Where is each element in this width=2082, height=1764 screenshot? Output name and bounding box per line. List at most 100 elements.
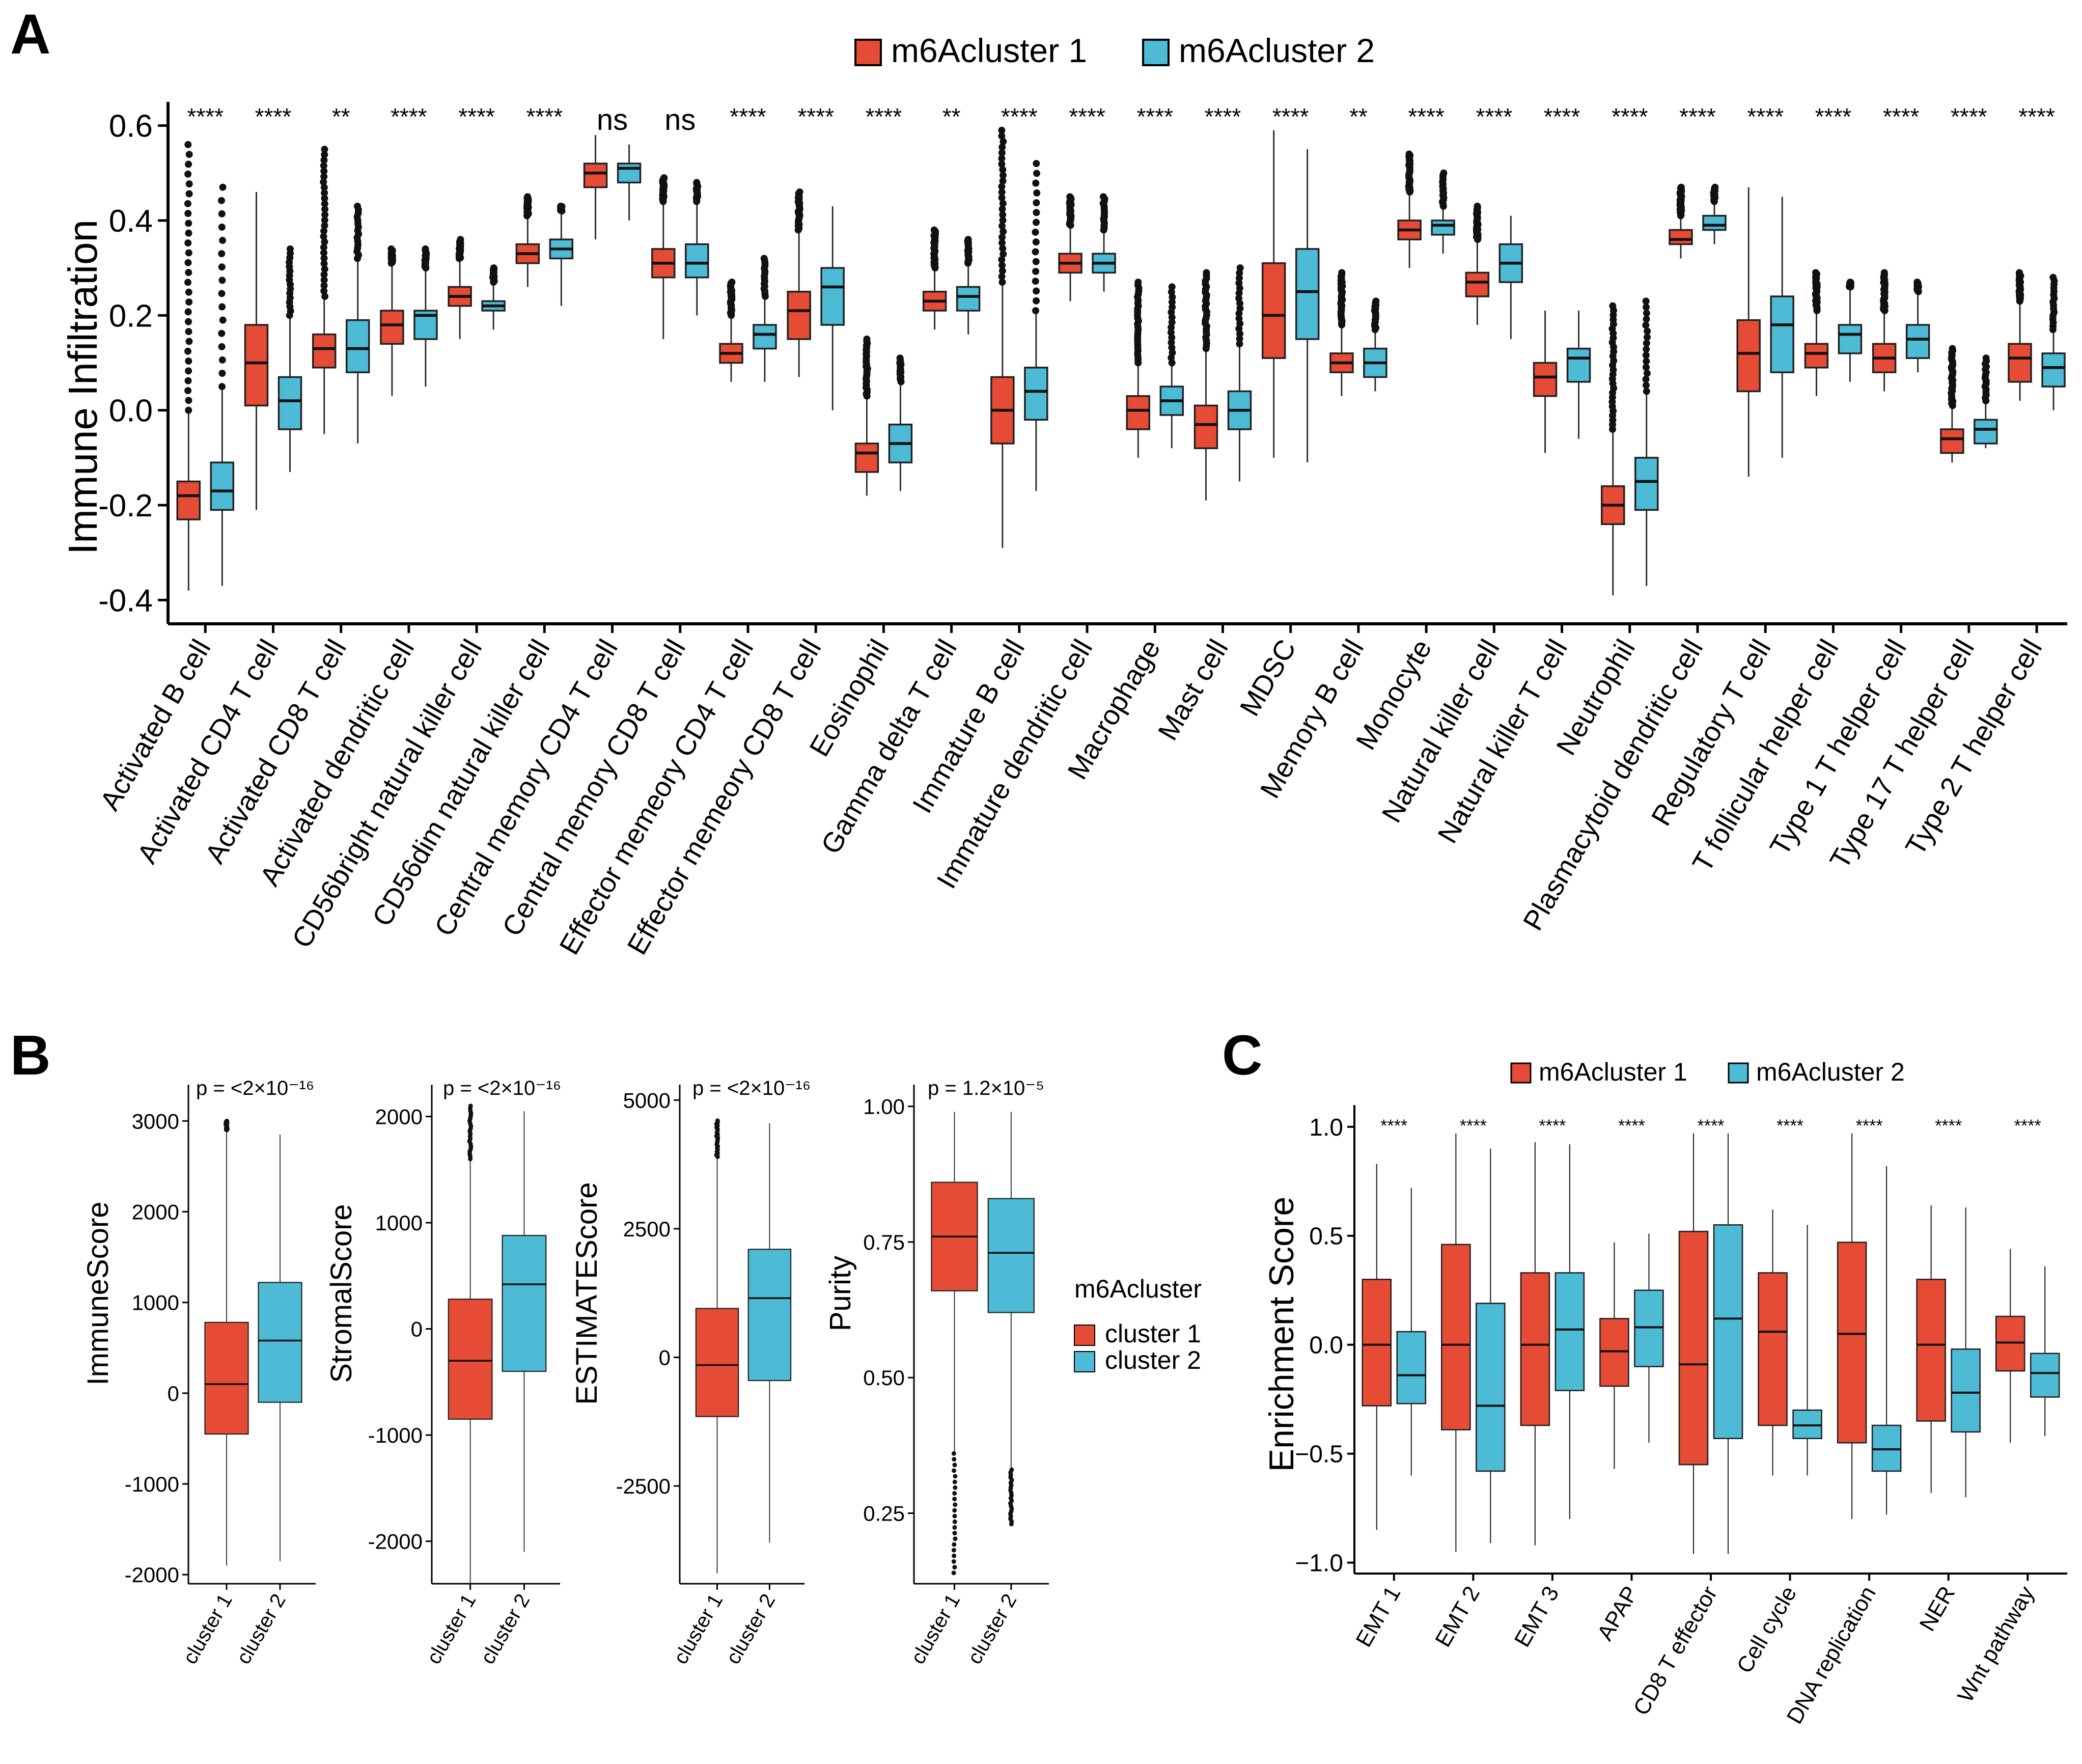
box-b-c1-outlier (953, 1485, 958, 1490)
box-a-c2-outlier (353, 203, 361, 210)
y-tick-label-b: -1000 (368, 1423, 423, 1447)
significance-label-a: **** (1679, 103, 1716, 130)
box-a-c2-outlier (1032, 179, 1040, 187)
box-a-c1-outlier (184, 210, 192, 217)
box-a-c2-outlier (1033, 287, 1040, 295)
significance-label-a: **** (1883, 103, 1920, 130)
box-a-c2 (1431, 169, 1455, 254)
box-a-c2-outlier (218, 224, 226, 231)
box-a-c1-outlier (185, 160, 192, 168)
box-a-c2-outlier (218, 303, 226, 311)
box-a-c2-outlier (490, 264, 497, 272)
box-a-c2-box (956, 286, 981, 312)
panel-a: m6Acluster 1 m6Acluster 2 Immune Infiltr… (60, 32, 2067, 960)
x-tick-label-b: cluster 2 (477, 1590, 535, 1668)
box-a-c2-outlier (286, 245, 294, 253)
box-a-c1 (176, 141, 201, 591)
box-a-c2-box (1838, 324, 1863, 354)
box-a-c2-outliers (896, 354, 905, 385)
box-a-c2-outlier (1643, 345, 1650, 353)
box-a-c2 (1295, 149, 1320, 463)
significance-label-a: **** (730, 103, 766, 130)
legend-label-b-cluster2: cluster 2 (1105, 1346, 1201, 1374)
significance-label-a: ns (597, 103, 628, 136)
box-a-c2-outlier (1643, 370, 1651, 377)
box-b-c2 (258, 1135, 302, 1561)
box-a-c1-outlier (1949, 345, 1956, 352)
box-a-c2-box (1295, 248, 1320, 340)
box-c-c1 (1520, 1142, 1550, 1546)
box-a-c1-outlier (185, 397, 192, 404)
legend-swatch-c-cluster2 (1728, 1062, 1749, 1084)
box-a-c1-outlier (184, 239, 192, 247)
box-a-c2-outlier (1032, 267, 1040, 275)
box-a-c1-box (1736, 319, 1761, 393)
box-a-c2-outlier (422, 245, 429, 253)
box-a-c1-outlier (1609, 302, 1617, 310)
box-a-c2 (617, 144, 642, 220)
significance-label-c: **** (1856, 1116, 1883, 1136)
box-a-c2-outlier (1642, 364, 1650, 371)
box-c-c2-box (1396, 1331, 1427, 1404)
legend-swatch-cluster1 (854, 39, 882, 66)
box-a-c1-outlier (1474, 203, 1481, 210)
significance-label-a: **** (1815, 103, 1852, 130)
box-a-c2-outlier (1642, 351, 1650, 359)
box-a-c1-outliers (727, 279, 736, 319)
box-a-c2-outlier (1168, 298, 1176, 306)
y-tick-label-a: -0.2 (98, 488, 153, 523)
box-a-c2 (1227, 264, 1252, 482)
box-a-c1-outlier (1338, 269, 1346, 277)
box-a-c2-outlier (1236, 340, 1243, 348)
box-a-c1-outlier (321, 205, 328, 213)
box-a-c1-box (1804, 343, 1829, 369)
box-a-c2-box (1634, 457, 1659, 511)
box-b-c1-box (448, 1299, 493, 1420)
box-b-c1-outlier (951, 1548, 956, 1553)
box-c-c2-box (1792, 1409, 1822, 1439)
x-tick-label-c: CD8 T effector (1628, 1582, 1722, 1720)
box-a-c1-box (312, 333, 337, 369)
box-a-c2-outlier (1642, 381, 1650, 389)
box-a-c1-outlier (999, 216, 1007, 224)
box-a-c1-outlier (184, 200, 191, 207)
box-a-c1-outlier (998, 233, 1006, 241)
box-a-c2-outlier (1643, 334, 1651, 341)
box-b-c1-outlier (952, 1525, 957, 1530)
box-a-c1-outlier (320, 167, 328, 175)
box-b-c1 (204, 1118, 249, 1566)
box-a-c1-outlier (999, 200, 1007, 207)
box-a-c1-outlier (524, 193, 532, 201)
box-a-c1-outlier (1203, 269, 1210, 277)
y-tick-label-b: 1000 (132, 1291, 179, 1315)
box-a-c1 (1465, 203, 1490, 325)
y-axis-title-b2: StromalScore (325, 1204, 358, 1383)
box-b-c1-outlier (952, 1565, 957, 1570)
box-a-c1-box (1261, 262, 1286, 359)
box-a-c2-outliers (1371, 297, 1380, 334)
box-b-c1-outlier (224, 1118, 229, 1123)
box-a-c1-outliers (998, 126, 1007, 286)
box-a-c1-outlier (321, 222, 328, 229)
box-a-c1 (380, 245, 404, 396)
box-c-c1-box (1362, 1279, 1392, 1407)
significance-label-c: **** (1539, 1116, 1566, 1136)
box-b-c1-outlier (952, 1513, 957, 1519)
box-a-c2-outliers (1235, 264, 1244, 348)
box-c-c2-box (1871, 1424, 1902, 1472)
legend-a: m6Acluster 1 m6Acluster 2 (854, 32, 1375, 69)
box-a-c2-outlier (1033, 209, 1040, 216)
y-tick-label-a: 0.2 (109, 298, 153, 334)
box-a-c2 (753, 255, 777, 382)
box-a-c2-outlier (1913, 279, 1921, 286)
box-b-c1-outlier (952, 1468, 957, 1473)
box-a-c1-outlier (320, 184, 328, 191)
y-tick-label-b: 0 (411, 1317, 423, 1341)
y-tick-label-b: 0.25 (863, 1502, 905, 1526)
significance-label-a: **** (1408, 103, 1445, 130)
box-a-c1 (1329, 269, 1354, 396)
box-a-c2-outlier (218, 383, 226, 391)
box-a-c2-box (685, 243, 709, 279)
box-a-c1-outlier (185, 357, 192, 365)
